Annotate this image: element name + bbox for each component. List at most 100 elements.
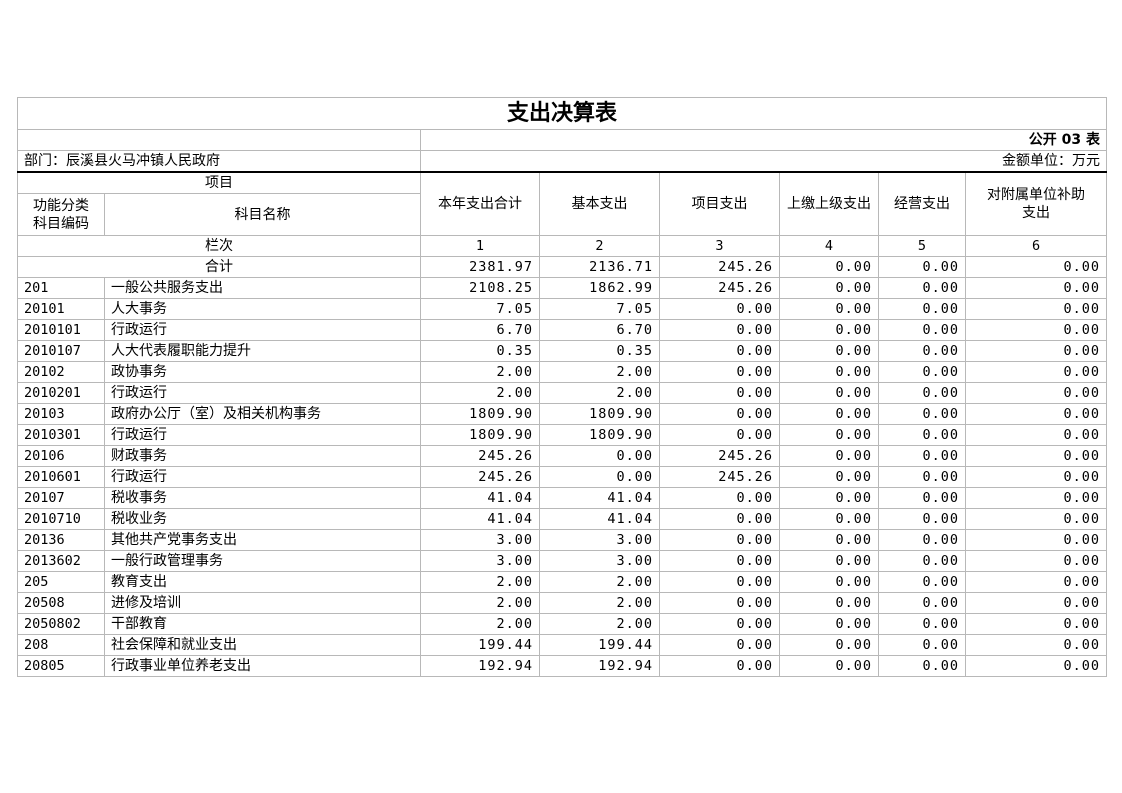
- row-value: 0.00: [779, 592, 879, 614]
- row-value: 0.00: [659, 613, 780, 635]
- table-row: 20103 政府办公厅（室）及相关机构事务 1809.90 1809.90 0.00 0.…: [17, 403, 1108, 425]
- row-name: 政协事务: [104, 361, 421, 383]
- row-name: 进修及培训: [104, 592, 421, 614]
- row-code: 2010301: [17, 424, 105, 446]
- row-value: 0.00: [878, 319, 966, 341]
- row-value: 0.00: [779, 571, 879, 593]
- row-value: 1809.90: [420, 403, 540, 425]
- row-value: 245.26: [420, 466, 540, 488]
- row-code: 2010107: [17, 340, 105, 362]
- form-number: 公开 03 表: [419, 129, 1108, 151]
- table-row: 20102 政协事务 2.00 2.00 0.00 0.00 0.00 0.00: [17, 361, 1108, 383]
- row-value: 0.00: [659, 508, 780, 530]
- row-value: 0.00: [878, 298, 966, 320]
- row-value: 0.00: [878, 340, 966, 362]
- row-value: 2.00: [539, 613, 660, 635]
- row-value: 0.00: [659, 340, 780, 362]
- row-value: 2.00: [420, 382, 540, 404]
- row-value: 1862.99: [539, 277, 660, 299]
- row-value: 0.35: [539, 340, 660, 362]
- row-name: 行政运行: [104, 319, 421, 341]
- row-value: 0.00: [878, 571, 966, 593]
- table-row: 2010710 税收业务 41.04 41.04 0.00 0.00 0.00 0.00: [17, 508, 1108, 530]
- amount-unit: 金额单位：万元: [419, 150, 1108, 173]
- row-value: 0.00: [964, 613, 1108, 635]
- table-row: 201 一般公共服务支出 2108.25 1862.99 245.26 0.00 0.00 0…: [17, 277, 1108, 299]
- table-row: 20101 人大事务 7.05 7.05 0.00 0.00 0.00 0.00: [17, 298, 1108, 320]
- row-code: 2013602: [17, 550, 105, 572]
- row-value: 2.00: [420, 592, 540, 614]
- row-code: 205: [17, 571, 105, 593]
- row-value: 0.00: [659, 298, 780, 320]
- table-row: 2010101 行政运行 6.70 6.70 0.00 0.00 0.00 0.00: [17, 319, 1108, 341]
- row-value: 0.00: [659, 655, 780, 677]
- row-value: 0.00: [779, 466, 879, 488]
- row-value: 0.00: [964, 508, 1108, 530]
- row-value: 0.00: [964, 529, 1108, 551]
- row-value: 0.00: [779, 487, 879, 509]
- row-value: 2.00: [539, 571, 660, 593]
- row-name: 行政运行: [104, 382, 421, 404]
- row-name: 教育支出: [104, 571, 421, 593]
- table-row: 2013602 一般行政管理事务 3.00 3.00 0.00 0.00 0.00 0.00: [17, 550, 1108, 572]
- row-value: 0.00: [878, 277, 966, 299]
- row-value: 245.26: [659, 277, 780, 299]
- row-value: 0.00: [779, 382, 879, 404]
- row-code: 2010710: [17, 508, 105, 530]
- row-value: 0.00: [659, 634, 780, 656]
- row-value: 0.00: [878, 445, 966, 467]
- table-row: 2010601 行政运行 245.26 0.00 245.26 0.00 0.00 0.00: [17, 466, 1108, 488]
- row-value: 0.00: [659, 571, 780, 593]
- row-value: 0.00: [659, 529, 780, 551]
- row-value: 199.44: [420, 634, 540, 656]
- table-row: 2010107 人大代表履职能力提升 0.35 0.35 0.00 0.00 0.00 0.0…: [17, 340, 1108, 362]
- row-value: 2.00: [539, 382, 660, 404]
- row-value: 1809.90: [539, 403, 660, 425]
- row-value: 0.00: [779, 403, 879, 425]
- row-value: 0.00: [779, 655, 879, 677]
- table-row: 205 教育支出 2.00 2.00 0.00 0.00 0.00 0.00: [17, 571, 1108, 593]
- row-value: 0.00: [964, 382, 1108, 404]
- expenditure-table: 支出决算表 公开 03 表 部门：辰溪县火马冲镇人民政府 金额单位：万元 项目 本…: [16, 97, 1108, 677]
- total-value: 0.00: [878, 256, 966, 278]
- total-label: 合计: [17, 256, 421, 278]
- row-value: 0.00: [659, 487, 780, 509]
- row-value: 0.00: [878, 529, 966, 551]
- row-value: 0.00: [659, 403, 780, 425]
- row-code: 20107: [17, 487, 105, 509]
- table-row: 2050802 干部教育 2.00 2.00 0.00 0.00 0.00 0.00: [17, 613, 1108, 635]
- total-value: 2381.97: [420, 256, 540, 278]
- row-value: 199.44: [539, 634, 660, 656]
- row-name: 干部教育: [104, 613, 421, 635]
- row-value: 0.00: [964, 403, 1108, 425]
- row-code: 20102: [17, 361, 105, 383]
- table-title: 支出决算表: [16, 97, 1108, 130]
- col-number: 3: [659, 235, 780, 257]
- row-value: 0.00: [964, 424, 1108, 446]
- row-value: 0.00: [659, 592, 780, 614]
- row-value: 0.00: [779, 529, 879, 551]
- row-value: 0.00: [779, 424, 879, 446]
- row-value: 41.04: [539, 508, 660, 530]
- col-header-4: 上缴上级支出: [779, 171, 879, 236]
- table-row: 20136 其他共产党事务支出 3.00 3.00 0.00 0.00 0.00 0.00: [17, 529, 1108, 551]
- row-value: 0.00: [878, 655, 966, 677]
- row-value: 6.70: [420, 319, 540, 341]
- row-code: 20508: [17, 592, 105, 614]
- row-value: 0.00: [779, 634, 879, 656]
- row-value: 2.00: [420, 613, 540, 635]
- row-value: 0.00: [964, 655, 1108, 677]
- table-row: 2010201 行政运行 2.00 2.00 0.00 0.00 0.00 0.00: [17, 382, 1108, 404]
- row-value: 0.00: [779, 298, 879, 320]
- row-value: 0.00: [878, 634, 966, 656]
- row-name: 其他共产党事务支出: [104, 529, 421, 551]
- row-code: 20805: [17, 655, 105, 677]
- total-value: 0.00: [779, 256, 879, 278]
- col-number: 1: [420, 235, 540, 257]
- row-value: 0.00: [964, 571, 1108, 593]
- row-value: 0.00: [878, 508, 966, 530]
- row-value: 0.00: [878, 361, 966, 383]
- row-code: 2050802: [17, 613, 105, 635]
- row-value: 0.00: [964, 592, 1108, 614]
- row-value: 0.00: [964, 340, 1108, 362]
